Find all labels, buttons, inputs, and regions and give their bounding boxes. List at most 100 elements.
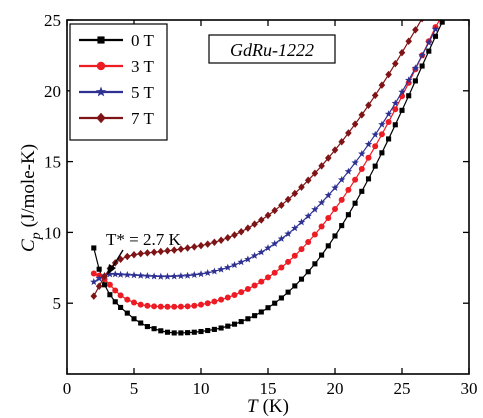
data-point-7t (184, 244, 191, 252)
data-point-7t (177, 245, 185, 253)
data-point-0t (252, 313, 258, 319)
data-point-0t (352, 200, 358, 206)
data-point-0t (178, 330, 184, 336)
data-point-3t (157, 303, 164, 310)
data-point-7t (412, 26, 419, 34)
legend-label: 0 T (131, 31, 154, 50)
data-point-0t (205, 327, 211, 334)
data-point-0t (392, 122, 398, 128)
data-point-3t (198, 301, 204, 308)
data-point-0t (399, 107, 405, 113)
data-point-3t (285, 258, 292, 265)
data-point-0t (379, 150, 385, 156)
data-point-7t (251, 220, 258, 228)
data-point-3t (144, 302, 151, 309)
data-point-5t (203, 269, 212, 277)
data-point-5t (237, 258, 245, 266)
legend-label: 7 T (131, 109, 154, 128)
data-point-7t (170, 246, 178, 254)
data-point-5t (344, 167, 353, 175)
data-point-5t (384, 110, 393, 118)
data-point-7t (351, 120, 359, 128)
data-point-7t (298, 183, 305, 191)
data-point-3t (191, 302, 198, 309)
data-point-0t (231, 321, 238, 327)
data-point-7t (124, 252, 131, 261)
data-point-3t (298, 246, 305, 253)
legend-item-7t: 7 T (79, 109, 154, 128)
data-point-7t (244, 224, 252, 232)
data-point-5t (324, 191, 333, 199)
data-point-0t (285, 289, 291, 295)
data-point-5t (183, 271, 192, 279)
data-point-5t (264, 244, 272, 252)
data-point-3t (106, 281, 113, 288)
y-tick-label: 10 (44, 223, 61, 242)
data-point-7t (304, 176, 312, 185)
data-point-7t (258, 216, 265, 224)
data-point-0t (426, 48, 432, 54)
data-point-0t (198, 328, 204, 335)
data-point-0t (211, 326, 217, 332)
data-point-5t (143, 272, 152, 280)
data-point-7t (137, 249, 144, 258)
data-point-7t (392, 59, 399, 68)
data-point-3t (258, 278, 265, 285)
data-point-3t (358, 165, 365, 172)
x-tick-label: 20 (327, 379, 344, 398)
data-point-0t (191, 329, 197, 335)
data-point-3t (218, 296, 225, 303)
data-point-3t (265, 274, 271, 281)
data-point-3t (224, 294, 231, 301)
data-point-3t (124, 296, 131, 303)
data-point-0t (124, 310, 130, 316)
data-point-0t (278, 295, 284, 301)
x-tick-label: 25 (394, 379, 411, 398)
data-point-7t (164, 247, 171, 255)
data-point-0t (258, 309, 264, 315)
data-point-0t (218, 325, 224, 331)
data-point-5t (90, 278, 98, 286)
data-point-5t (371, 130, 379, 138)
data-point-0t (432, 33, 439, 39)
data-point-3t (325, 214, 332, 221)
y-axis-label: Cp (J/mole-K) (18, 144, 44, 252)
data-point-5t (244, 255, 252, 263)
data-point-3t (211, 298, 218, 305)
data-point-3t (378, 131, 385, 138)
data-point-7t (150, 248, 158, 256)
data-point-5t (257, 248, 266, 256)
data-point-7t (101, 272, 108, 281)
data-point-5t (210, 267, 219, 275)
data-point-3t (171, 303, 178, 310)
data-point-5t (317, 198, 326, 206)
data-point-0t (365, 176, 372, 182)
x-tick-label: 10 (193, 379, 210, 398)
data-point-7t (130, 251, 138, 259)
data-point-3t (184, 303, 191, 310)
data-point-7t (191, 243, 198, 251)
series-0t (91, 20, 445, 336)
x-axis-unit: (K) (263, 396, 289, 417)
data-point-3t (117, 292, 124, 299)
data-point-5t (197, 270, 205, 278)
data-point-7t (318, 162, 325, 170)
data-point-5t (364, 140, 373, 148)
legend-items: 0 T 3 T 5 T 7 T (79, 31, 154, 128)
data-point-7t (405, 37, 412, 45)
data-point-0t (319, 252, 325, 258)
data-point-3t (137, 301, 144, 308)
data-point-3t (318, 223, 325, 230)
data-point-5t (297, 218, 306, 226)
data-point-0t (131, 316, 137, 322)
data-point-3t (204, 300, 211, 307)
x-tick-label: 0 (63, 379, 72, 398)
data-point-0t (118, 304, 124, 310)
data-point-5t (351, 158, 359, 166)
data-point-7t (365, 101, 372, 109)
data-point-0t (272, 300, 278, 306)
data-point-0t (305, 269, 311, 275)
data-point-7t (278, 201, 285, 209)
transition-annotation: T* = 2.7 K (106, 230, 181, 275)
